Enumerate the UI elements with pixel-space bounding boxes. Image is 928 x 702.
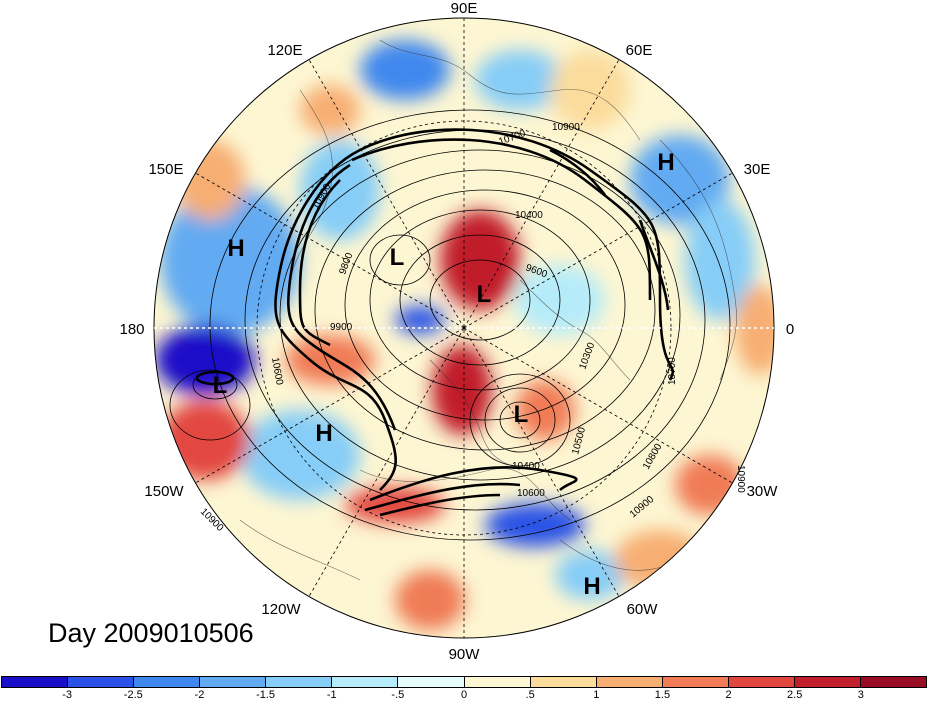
colorbar-tick-label: 1 bbox=[593, 689, 600, 701]
colorbar bbox=[1, 676, 927, 688]
colorbar-segment bbox=[266, 677, 333, 687]
lon-label-120e: 120E bbox=[267, 42, 302, 59]
low-pressure-marker: L bbox=[514, 401, 529, 428]
high-pressure-marker: H bbox=[227, 235, 244, 262]
colorbar-tick-label: 3 bbox=[857, 689, 864, 701]
colorbar-tick-label: 2.5 bbox=[787, 689, 803, 701]
contour-label: 10900 bbox=[735, 465, 746, 493]
longitude-labels: 90E 60E 30E 0 30W 60W 90W 120W 150W 180 … bbox=[119, 0, 794, 663]
contour-label: 10700 bbox=[667, 357, 678, 385]
high-pressure-marker: H bbox=[583, 573, 600, 600]
pressure-system-markers: H H L L L L H H bbox=[213, 149, 675, 600]
low-pressure-marker: L bbox=[390, 244, 405, 271]
contour-label: 10600 bbox=[517, 488, 545, 499]
lon-label-30w: 30W bbox=[747, 483, 779, 500]
lon-label-0: 0 bbox=[786, 321, 794, 338]
colorbar-segment bbox=[662, 677, 729, 687]
colorbar-labels: -3 -2.5 -2 -1.5 -1 -.5 0 .5 1 1.5 2 2.5 3 bbox=[1, 689, 927, 702]
colorbar-segment bbox=[398, 677, 465, 687]
high-pressure-marker: H bbox=[657, 149, 674, 176]
contour-label: 10600 bbox=[269, 357, 285, 387]
colorbar-tick-label: -1 bbox=[326, 689, 337, 701]
high-pressure-marker: H bbox=[315, 420, 332, 447]
lon-label-90e: 90E bbox=[451, 0, 478, 17]
colorbar-tick-label: -3 bbox=[62, 689, 73, 701]
contour-label: 10900 bbox=[552, 122, 580, 133]
lon-label-30e: 30E bbox=[744, 161, 771, 178]
colorbar-segment bbox=[68, 677, 135, 687]
colorbar-segment bbox=[464, 677, 531, 687]
colorbar-segment bbox=[530, 677, 597, 687]
lon-label-90w: 90W bbox=[449, 646, 481, 663]
jet-stream-contours bbox=[195, 128, 675, 517]
colorbar-tick-label: 1.5 bbox=[654, 689, 671, 701]
colorbar-segment bbox=[794, 677, 862, 687]
colorbar-segment bbox=[596, 677, 663, 687]
lon-label-150w: 150W bbox=[144, 483, 184, 500]
colorbar-tick-label: -2 bbox=[194, 689, 205, 701]
colorbar-segment bbox=[728, 677, 795, 687]
colorbar-tick-label: -.5 bbox=[391, 689, 405, 701]
colorbar-segment bbox=[200, 677, 267, 687]
colorbar-tick-label: -2.5 bbox=[123, 689, 143, 701]
lon-label-120w: 120W bbox=[261, 601, 301, 618]
graticule bbox=[154, 18, 774, 638]
lon-label-180: 180 bbox=[119, 321, 144, 338]
lon-label-60e: 60E bbox=[626, 42, 653, 59]
contour-label: 10400 bbox=[515, 210, 543, 221]
colorbar-tick-label: 2 bbox=[725, 689, 732, 701]
day-title: Day 2009010506 bbox=[48, 618, 254, 648]
polar-stereographic-map: 90E 60E 30E 0 30W 60W 90W 120W 150W 180 … bbox=[119, 0, 794, 663]
colorbar-segment bbox=[861, 677, 927, 687]
lon-label-150e: 150E bbox=[148, 161, 183, 178]
colorbar-segment bbox=[332, 677, 399, 687]
contour-label: 9900 bbox=[330, 322, 353, 333]
low-pressure-marker: L bbox=[213, 372, 228, 399]
colorbar-tick-label: 0 bbox=[460, 689, 468, 701]
colorbar-tick-label: -1.5 bbox=[256, 689, 276, 701]
colorbar-tick-label: .5 bbox=[525, 689, 535, 701]
colorbar-segment bbox=[2, 677, 69, 687]
contour-label: 10400 bbox=[512, 461, 540, 472]
lon-label-60w: 60W bbox=[627, 601, 659, 618]
low-pressure-marker: L bbox=[477, 281, 492, 308]
colorbar-segment bbox=[134, 677, 201, 687]
